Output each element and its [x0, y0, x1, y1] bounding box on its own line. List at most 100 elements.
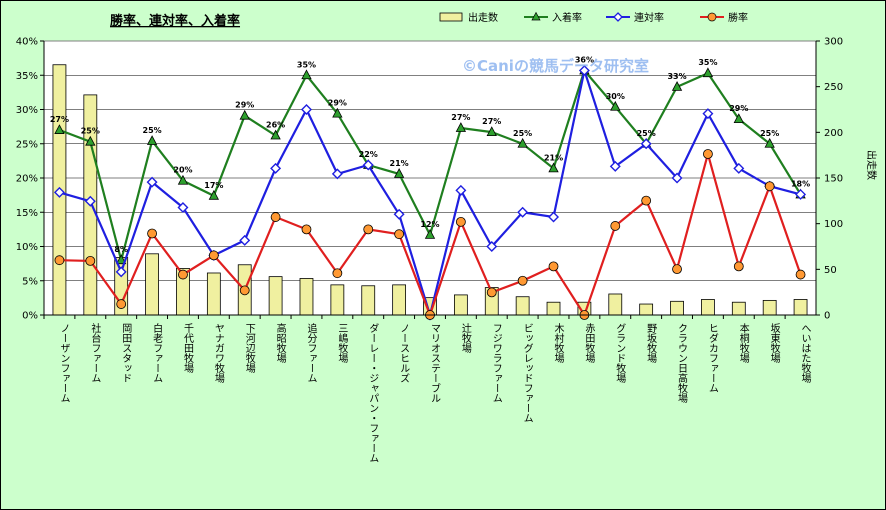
- bar: [639, 303, 654, 316]
- category-label: 高昭牧場: [274, 322, 286, 364]
- left-axis-tick-label: 0%: [22, 311, 38, 322]
- category-label: 本桐牧場: [737, 322, 749, 364]
- point: [517, 137, 528, 148]
- data-label: 8%: [114, 245, 128, 254]
- point: [239, 234, 251, 246]
- watermark: ©Caniの競馬データ研究室: [462, 57, 649, 75]
- point: [609, 160, 621, 172]
- point: [455, 216, 466, 227]
- data-label: 27%: [482, 117, 501, 126]
- data-label: 22%: [359, 150, 378, 159]
- bar: [762, 299, 777, 316]
- point: [116, 299, 127, 309]
- point: [177, 201, 189, 213]
- point: [85, 135, 96, 146]
- left-axis-tick-label: 15%: [16, 208, 38, 219]
- bar: [731, 301, 746, 316]
- category-label: へいはた牧場: [799, 323, 811, 384]
- right-axis-label: 出走数: [865, 150, 878, 180]
- left-axis-tick-label: 5%: [22, 276, 38, 287]
- data-label: 18%: [791, 179, 810, 188]
- point: [795, 269, 806, 280]
- point: [486, 241, 498, 252]
- category-label: 坂東牧場: [768, 323, 780, 364]
- point: [362, 159, 374, 171]
- data-label: 30%: [606, 92, 625, 101]
- point: [548, 162, 559, 173]
- point: [208, 250, 219, 261]
- category-label: 千代田牧場: [181, 323, 193, 374]
- point: [795, 188, 807, 200]
- point: [548, 211, 560, 223]
- point: [331, 168, 343, 180]
- left-axis-tick-label: 25%: [16, 139, 38, 150]
- bar: [299, 278, 314, 316]
- point: [640, 138, 652, 150]
- point: [363, 224, 374, 235]
- bar: [392, 284, 407, 316]
- point: [332, 107, 343, 118]
- point: [178, 269, 188, 280]
- legend-marker: [707, 12, 717, 22]
- data-label: 29%: [729, 104, 748, 113]
- category-label: 野坂牧場: [645, 323, 657, 364]
- data-label: 35%: [698, 58, 717, 67]
- category-label: グランド牧場: [614, 323, 626, 384]
- data-label: 29%: [328, 99, 347, 108]
- bar: [670, 300, 684, 316]
- legend-swatch: [439, 12, 463, 22]
- point: [672, 264, 682, 275]
- point: [671, 172, 683, 184]
- left-axis-tick-label: 10%: [16, 242, 38, 253]
- right-axis-tick-label: 200: [824, 128, 843, 139]
- category-label: 社台ファーム: [89, 322, 101, 383]
- data-label: 26%: [266, 121, 285, 130]
- bar: [453, 294, 468, 316]
- bar: [546, 301, 561, 316]
- point: [115, 266, 127, 278]
- left-axis-tick-label: 40%: [16, 37, 38, 48]
- point: [301, 224, 312, 235]
- point: [239, 285, 250, 296]
- category-label: マリオステーブル: [429, 323, 441, 403]
- legend-marker: [531, 11, 541, 21]
- point: [764, 137, 775, 148]
- category-label: 三嶋牧場: [336, 323, 348, 364]
- data-label: 12%: [420, 220, 439, 229]
- category-axis: ノーザンファーム 社台ファーム 岡田スタッド 白老ファーム 千代田牧場 ヤナガワ牧場 下河辺…: [43, 314, 816, 463]
- category-label: 辻牧場: [459, 322, 471, 354]
- bar: [330, 284, 345, 316]
- point: [146, 176, 158, 188]
- left-axis: 0% 5% 10% 15% 20% 25% 30% 35% 40%: [16, 37, 45, 322]
- point: [703, 149, 713, 159]
- right-axis-tick-label: 250: [824, 82, 843, 93]
- data-label: 20%: [173, 166, 192, 175]
- data-label: 27%: [451, 113, 470, 122]
- left-axis-tick-label: 20%: [16, 174, 38, 185]
- category-label: ダーレー・ジャパン・ファーム: [367, 323, 379, 463]
- data-label: 33%: [667, 72, 686, 81]
- data-label: 27%: [50, 115, 69, 124]
- point: [394, 229, 405, 240]
- point: [270, 212, 281, 222]
- point: [455, 184, 467, 196]
- point: [517, 206, 529, 218]
- category-label: 岡田スタッド: [120, 323, 132, 383]
- category-label: フジワラファーム: [490, 323, 502, 403]
- legend-label: 勝率: [728, 11, 748, 24]
- data-label: 25%: [513, 129, 532, 138]
- point: [147, 228, 157, 239]
- category-label: ヤナガワ牧場: [212, 323, 224, 384]
- left-axis-tick-label: 35%: [16, 71, 38, 82]
- legend-label: 出走数: [468, 11, 498, 24]
- category-label: ビッグレッドファーム: [521, 323, 533, 423]
- point: [270, 162, 282, 174]
- point: [116, 254, 127, 265]
- point: [733, 162, 745, 174]
- point: [54, 255, 65, 266]
- category-label: ノーザンファーム: [58, 323, 70, 403]
- category-label: ノースヒルズ: [398, 323, 410, 383]
- point: [85, 255, 96, 266]
- point: [733, 261, 744, 272]
